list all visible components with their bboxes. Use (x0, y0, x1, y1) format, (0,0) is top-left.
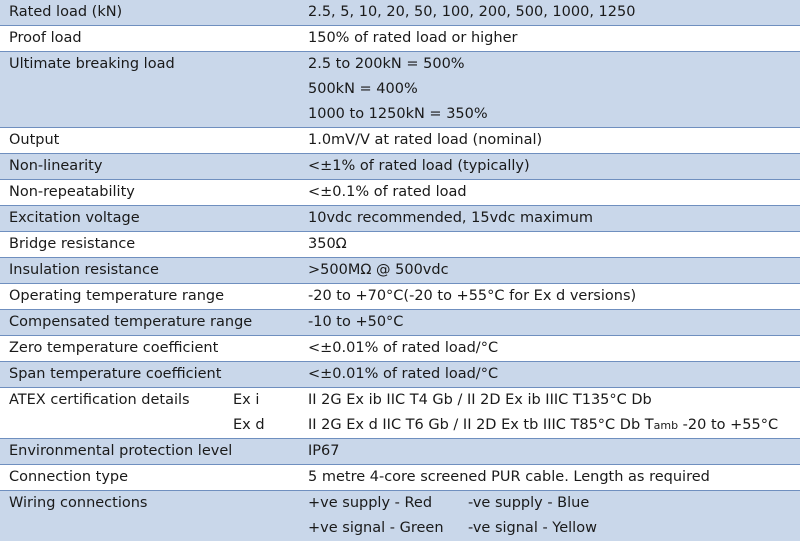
atex-ex-d-label: Ex d (233, 413, 265, 438)
spec-row-connection-type: Connection type 5 metre 4-core screened … (0, 465, 800, 491)
spec-value: -10 to +50°C (301, 310, 800, 336)
spec-row-environmental: Environmental protection level IP67 (0, 439, 800, 465)
wiring-positive: +ve supply - Red (308, 491, 468, 516)
spec-label: Insulation resistance (0, 258, 301, 284)
atex-ex-d-value: II 2G Ex d IIC T6 Gb / II 2D Ex tb IIIC … (308, 413, 800, 438)
spec-row-proof-load: Proof load 150% of rated load or higher (0, 26, 800, 52)
spec-row-zero-temp-coefficient: Zero temperature coefficient <±0.01% of … (0, 336, 800, 362)
spec-value: 10vdc recommended, 15vdc maximum (301, 206, 800, 232)
atex-ex-i-label: Ex i (233, 388, 265, 413)
spec-label: Proof load (0, 26, 301, 52)
spec-label: Compensated temperature range (0, 310, 301, 336)
spec-value-multi: 2.5 to 200kN = 500% 500kN = 400% 1000 to… (301, 52, 800, 128)
spec-value: 150% of rated load or higher (301, 26, 800, 52)
spec-value-line: 2.5 to 200kN = 500% (308, 52, 800, 77)
spec-label: Environmental protection level (0, 439, 301, 465)
spec-label: Wiring connections (0, 491, 301, 541)
spec-label: Zero temperature coefficient (0, 336, 301, 362)
spec-value: -20 to +70°C(-20 to +55°C for Ex d versi… (301, 284, 800, 310)
spec-row-span-temp-coefficient: Span temperature coefficient <±0.01% of … (0, 362, 800, 388)
spec-label: Operating temperature range (0, 284, 301, 310)
spec-label: Span temperature coefficient (0, 362, 301, 388)
spec-label: Connection type (0, 465, 301, 491)
spec-row-non-linearity: Non-linearity <±1% of rated load (typica… (0, 154, 800, 180)
spec-label: Ultimate breaking load (0, 52, 301, 128)
spec-row-operating-temperature: Operating temperature range -20 to +70°C… (0, 284, 800, 310)
spec-value: 350Ω (301, 232, 800, 258)
spec-row-insulation-resistance: Insulation resistance >500MΩ @ 500vdc (0, 258, 800, 284)
atex-label-wrap: ATEX certification details Ex i Ex d (9, 388, 301, 438)
atex-tamb-subscript: amb (654, 419, 678, 432)
spec-value: <±0.01% of rated load/°C (301, 362, 800, 388)
spec-value-line: 1000 to 1250kN = 350% (308, 102, 800, 127)
wiring-line: +ve supply - Red -ve supply - Blue (308, 491, 800, 516)
spec-value: >500MΩ @ 500vdc (301, 258, 800, 284)
wiring-negative: -ve supply - Blue (468, 491, 589, 516)
spec-label: Non-repeatability (0, 180, 301, 206)
spec-value: <±1% of rated load (typically) (301, 154, 800, 180)
atex-label-cell: ATEX certification details Ex i Ex d (0, 388, 301, 439)
spec-row-compensated-temperature: Compensated temperature range -10 to +50… (0, 310, 800, 336)
atex-ex-d-range: -20 to +55°C (678, 417, 778, 433)
spec-value: 2.5, 5, 10, 20, 50, 100, 200, 500, 1000,… (301, 0, 800, 26)
spec-row-excitation-voltage: Excitation voltage 10vdc recommended, 15… (0, 206, 800, 232)
spec-label: Excitation voltage (0, 206, 301, 232)
wiring-positive: +ve signal - Green (308, 516, 468, 541)
atex-value-cell: II 2G Ex ib IIC T4 Gb / II 2D Ex ib IIIC… (301, 388, 800, 439)
spec-label: Rated load (kN) (0, 0, 301, 26)
spec-label: Non-linearity (0, 154, 301, 180)
spec-value: IP67 (301, 439, 800, 465)
spec-label: Bridge resistance (0, 232, 301, 258)
spec-row-wiring: Wiring connections +ve supply - Red -ve … (0, 491, 800, 541)
spec-row-rated-load: Rated load (kN) 2.5, 5, 10, 20, 50, 100,… (0, 0, 800, 26)
spec-value-line: 500kN = 400% (308, 77, 800, 102)
spec-value: 5 metre 4-core screened PUR cable. Lengt… (301, 465, 800, 491)
wiring-value-cell: +ve supply - Red -ve supply - Blue +ve s… (301, 491, 800, 541)
spec-value: 1.0mV/V at rated load (nominal) (301, 128, 800, 154)
atex-label: ATEX certification details (9, 388, 233, 438)
spec-value: <±0.1% of rated load (301, 180, 800, 206)
atex-kinds: Ex i Ex d (233, 388, 265, 438)
spec-row-ultimate-breaking-load: Ultimate breaking load 2.5 to 200kN = 50… (0, 52, 800, 128)
spec-row-non-repeatability: Non-repeatability <±0.1% of rated load (0, 180, 800, 206)
spec-row-atex: ATEX certification details Ex i Ex d II … (0, 388, 800, 439)
spec-row-bridge-resistance: Bridge resistance 350Ω (0, 232, 800, 258)
spec-label: Output (0, 128, 301, 154)
spec-value: <±0.01% of rated load/°C (301, 336, 800, 362)
atex-ex-d-text: II 2G Ex d IIC T6 Gb / II 2D Ex tb IIIC … (308, 417, 654, 433)
wiring-line: +ve signal - Green -ve signal - Yellow (308, 516, 800, 541)
spec-row-output: Output 1.0mV/V at rated load (nominal) (0, 128, 800, 154)
atex-ex-i-value: II 2G Ex ib IIC T4 Gb / II 2D Ex ib IIIC… (308, 388, 800, 413)
wiring-negative: -ve signal - Yellow (468, 516, 597, 541)
